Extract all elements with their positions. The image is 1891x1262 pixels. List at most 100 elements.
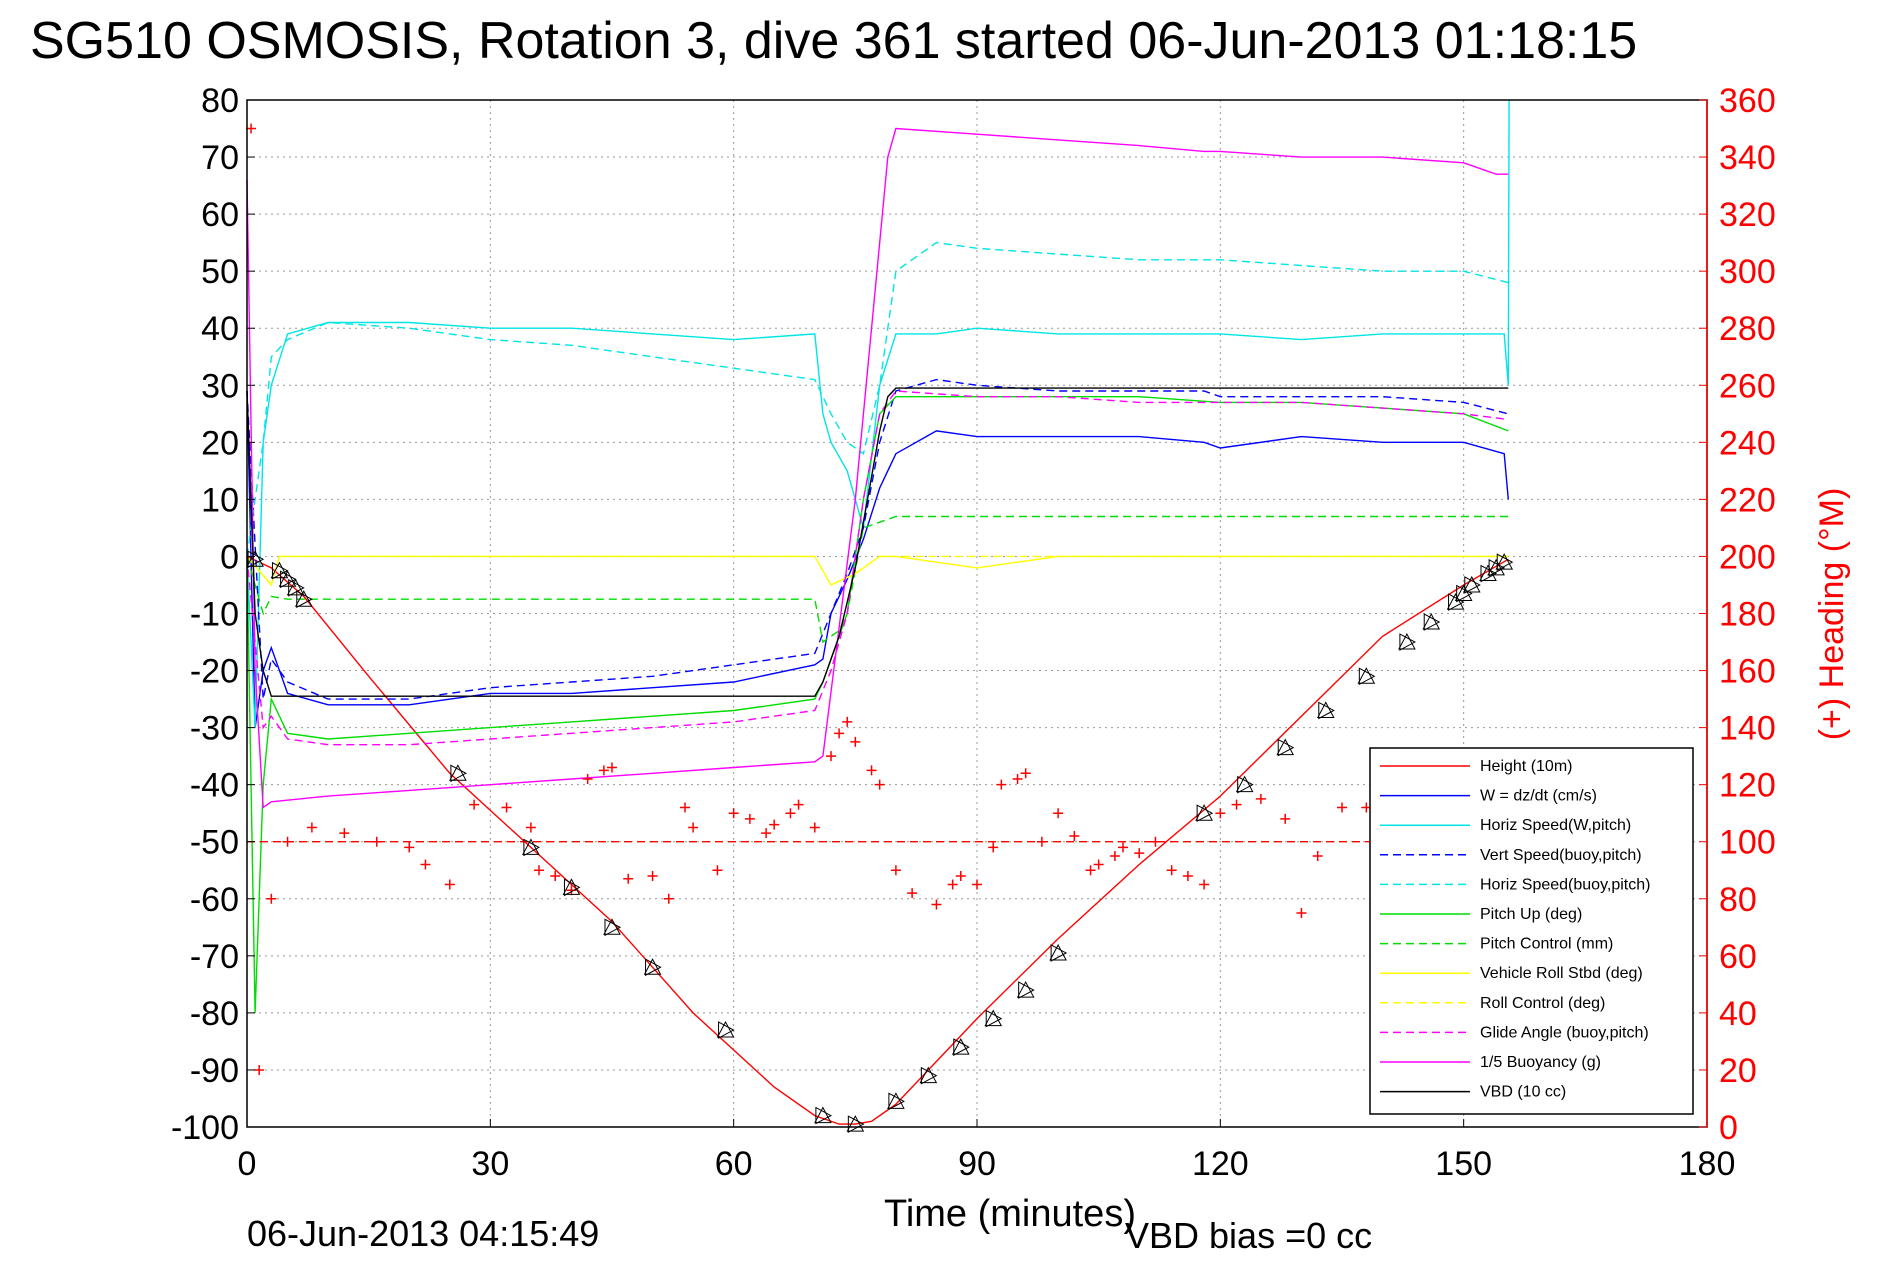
y2-tick-label: 360 — [1719, 82, 1776, 120]
heading-point — [550, 870, 561, 881]
x-tick-label: 120 — [1192, 1145, 1249, 1183]
height-marker-up — [1016, 981, 1035, 998]
series-heading-m — [246, 123, 1510, 1075]
heading-point — [598, 765, 609, 776]
y-tick-label: 10 — [201, 481, 239, 519]
legend-label: Roll Control (deg) — [1480, 995, 1605, 1012]
heading-point — [582, 773, 593, 784]
height-marker-right — [296, 590, 313, 609]
heading-point — [785, 808, 796, 819]
heading-point — [1231, 799, 1242, 810]
height-marker-up — [846, 1115, 865, 1132]
heading-point — [712, 865, 723, 876]
y2-tick-label: 60 — [1719, 938, 1757, 976]
heading-point — [339, 828, 350, 839]
height-marker-right — [450, 764, 467, 783]
height-marker-up — [294, 590, 313, 607]
y2-tick-label: 140 — [1719, 710, 1776, 748]
height-marker-right — [1399, 633, 1416, 651]
height-marker-up — [1487, 558, 1505, 576]
x-tick-label: 30 — [471, 1145, 509, 1183]
heading-point — [842, 716, 853, 727]
y2-tick-label: 260 — [1719, 367, 1776, 405]
y-tick-label: -10 — [190, 596, 239, 634]
legend-box — [1369, 747, 1694, 1115]
y2-tick-label: 320 — [1719, 196, 1776, 234]
heading-point — [1134, 848, 1145, 859]
height-marker-right — [1480, 564, 1498, 583]
height-marker-right — [920, 1066, 938, 1085]
height-marker-up — [1049, 943, 1067, 961]
heading-point — [501, 802, 512, 813]
y-tick-label: -60 — [190, 881, 239, 919]
height-marker-right — [1050, 944, 1068, 962]
series-horiz-speed-buoy-pitch — [246, 241, 1509, 557]
heading-point — [1255, 793, 1266, 804]
heading-point — [525, 822, 536, 833]
y-tick-label: 40 — [201, 310, 239, 348]
heading-point — [623, 873, 634, 884]
heading-point — [826, 751, 836, 762]
height-marker-right — [718, 1021, 735, 1039]
heading-point — [874, 779, 885, 790]
height-marker-right — [563, 878, 581, 897]
y2-tick-label: 220 — [1719, 481, 1776, 519]
heading-point — [647, 870, 658, 881]
heading-point — [1012, 773, 1023, 784]
heading-point — [1093, 859, 1104, 870]
height-marker-up — [603, 918, 621, 935]
heading-point — [444, 879, 455, 890]
heading-point — [955, 870, 966, 881]
height-marker-up — [1398, 632, 1416, 650]
height-marker-up — [643, 958, 662, 975]
heading-point — [866, 765, 877, 776]
height-marker-right — [1358, 667, 1376, 686]
heading-point — [809, 822, 820, 833]
height-marker-up — [919, 1066, 938, 1084]
height-marker-up — [1495, 553, 1514, 570]
series-height-markers — [246, 550, 1514, 1133]
height-marker-right — [985, 1009, 1003, 1028]
y-tick-label: -30 — [190, 710, 239, 748]
height-marker-up — [286, 578, 305, 596]
series-w-dz-dt-cm-s — [246, 390, 1509, 728]
y2-tick-label: 20 — [1719, 1052, 1757, 1090]
height-marker-up — [562, 878, 581, 895]
heading-point — [1166, 865, 1177, 876]
height-marker-right — [1448, 593, 1465, 611]
height-marker-right — [604, 918, 622, 937]
y2-tick-label: 240 — [1719, 424, 1776, 462]
height-marker-right — [247, 550, 265, 569]
heading-point — [1020, 768, 1031, 779]
y-tick-label: 80 — [201, 82, 239, 120]
height-marker-up — [246, 550, 264, 567]
height-marker-up — [951, 1038, 970, 1055]
height-marker-up — [1276, 738, 1295, 756]
heading-point — [306, 822, 317, 833]
height-marker-up — [1195, 804, 1213, 821]
heading-point — [728, 808, 739, 819]
heading-point — [663, 893, 674, 904]
height-marker-right — [1237, 775, 1254, 794]
heading-point — [1182, 870, 1193, 881]
height-marker-up — [522, 838, 540, 855]
heading-point — [688, 822, 699, 833]
y2-tick-label: 160 — [1719, 653, 1776, 691]
heading-point — [996, 779, 1007, 790]
legend-label: Height (10m) — [1480, 758, 1572, 775]
height-marker-up — [887, 1092, 905, 1109]
heading-point — [769, 819, 780, 830]
y2-tick-label: 280 — [1719, 310, 1776, 348]
heading-point — [850, 736, 861, 747]
heading-point — [1053, 808, 1064, 819]
heading-point — [404, 842, 415, 853]
height-marker-right — [280, 570, 297, 589]
height-marker-right — [1423, 613, 1441, 631]
height-marker-right — [953, 1038, 970, 1056]
heading-point — [793, 799, 804, 810]
y2-tick-label: 0 — [1719, 1109, 1738, 1147]
height-marker-right — [815, 1106, 832, 1125]
y-tick-label: 50 — [201, 253, 239, 291]
height-marker-up — [1235, 775, 1254, 793]
heading-point — [1109, 850, 1120, 861]
